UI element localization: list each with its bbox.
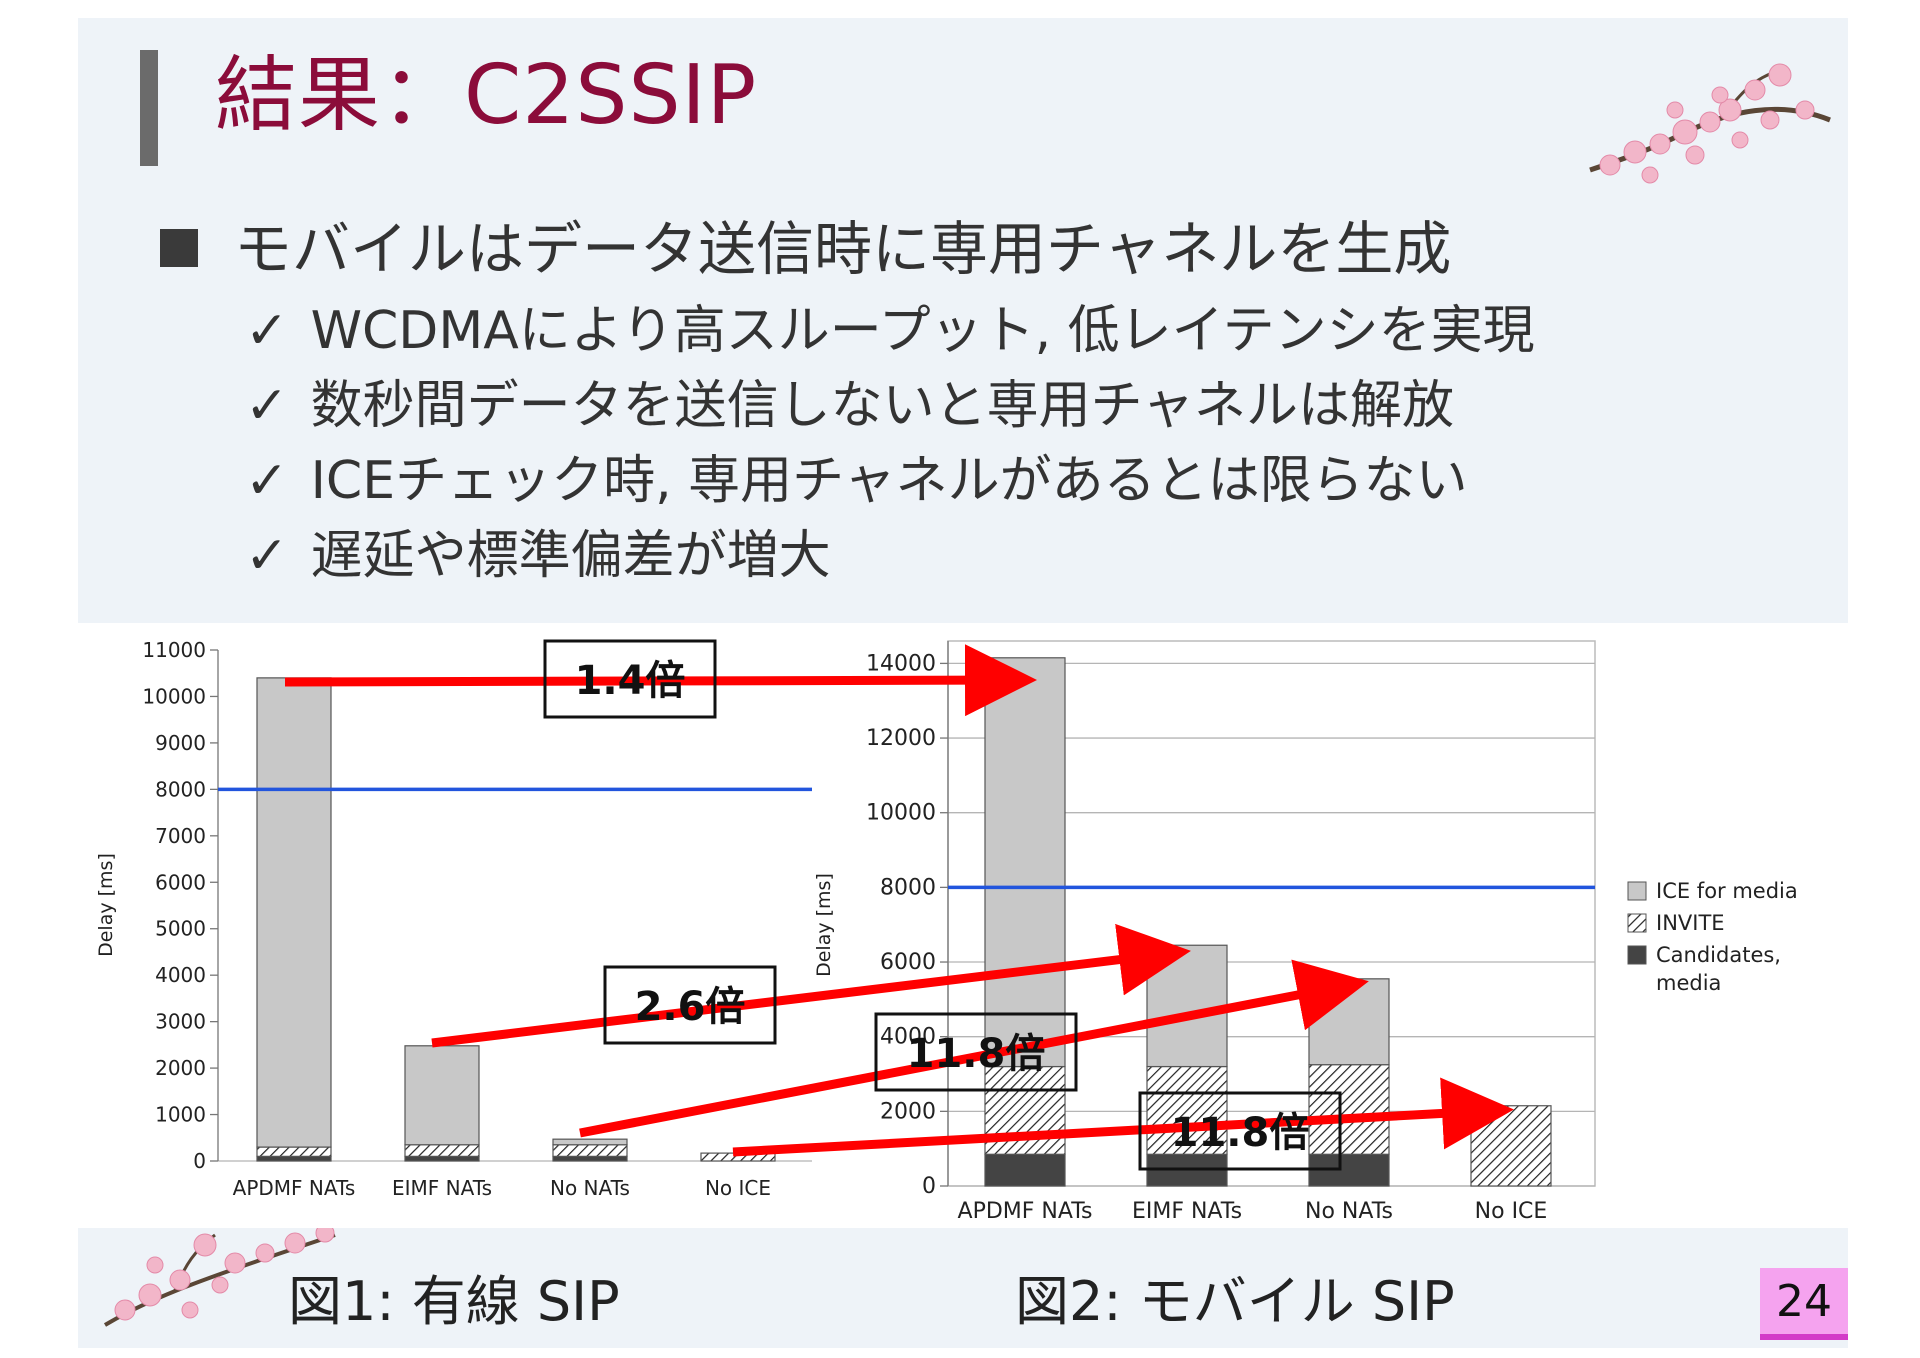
- y-tick-label: 7000: [155, 824, 206, 848]
- legend-label: media: [1656, 971, 1721, 995]
- ratio-label: 1.4倍: [575, 658, 686, 704]
- y-tick-label: 4000: [880, 1025, 936, 1050]
- y-tick-label: 6000: [155, 870, 206, 894]
- bar-segment: [404, 1155, 480, 1162]
- sub-bullet-text: ICEチェック時, 専用チャネルがあるとは限らない: [310, 451, 1468, 511]
- page-number: 24: [1760, 1268, 1848, 1340]
- y-tick-label: 3000: [155, 1010, 206, 1034]
- legend-swatch: [1627, 945, 1647, 965]
- sub-bullet-text: 数秒間データを送信しないと専用チャネルは解放: [310, 376, 1455, 436]
- bar-segment: [1146, 1065, 1228, 1155]
- x-tick-label: No ICE: [705, 1176, 771, 1200]
- y-tick-label: 4000: [155, 963, 206, 987]
- ratio-box: [603, 965, 777, 1045]
- x-tick-label: No NATs: [550, 1176, 630, 1200]
- x-tick-label: EIMF NATs: [1132, 1199, 1242, 1224]
- y-tick-label: 9000: [155, 731, 206, 755]
- check-icon: ✓: [245, 376, 289, 436]
- legend-swatch: [1627, 913, 1647, 933]
- bar-segment: [984, 657, 1066, 1068]
- bar-segment: [984, 1153, 1066, 1187]
- check-icon: ✓: [245, 301, 289, 361]
- cherry-blossom-decoration-bottom: [103, 1223, 336, 1327]
- legend-label: Candidates,: [1656, 943, 1781, 967]
- ratio-arrow: [579, 959, 1369, 1138]
- y-tick-label: 12000: [866, 726, 936, 751]
- x-tick-label: APDMF NATs: [958, 1199, 1093, 1224]
- bar-segment: [256, 1155, 332, 1162]
- y-axis-label: Delay [ms]: [813, 873, 835, 977]
- figure1-caption: 図1: 有線 SIP: [288, 1270, 620, 1333]
- y-tick-label: 11000: [142, 638, 206, 662]
- cherry-blossom-decoration-top: [1589, 63, 1831, 184]
- main-bullet-text: モバイルはデータ送信時に専用チャネルを生成: [234, 215, 1452, 283]
- y-tick-label: 6000: [880, 950, 936, 975]
- sub-bullet-text: WCDMAにより高スループット, 低レイテンシを実現: [310, 301, 1535, 361]
- bar-segment: [1470, 1105, 1552, 1187]
- bar-segment: [1308, 1064, 1390, 1155]
- y-tick-label: 5000: [155, 917, 206, 941]
- ratio-arrow: [732, 1077, 1514, 1157]
- y-tick-label: 10000: [142, 684, 206, 708]
- legend-label: ICE for media: [1656, 879, 1798, 903]
- x-tick-label: APDMF NATs: [233, 1176, 356, 1200]
- slide-title: 結果：C2SSIP: [215, 48, 758, 143]
- title-accent-bar: [140, 50, 158, 166]
- chart1-wired-sip: 0 1000 2000 3000 4000 5000 6000 7000 8000 9000 100…: [95, 638, 812, 1200]
- y-tick-label: 0: [922, 1174, 936, 1199]
- legend-label: INVITE: [1656, 911, 1725, 935]
- check-icon: ✓: [245, 526, 289, 586]
- bar-segment: [1146, 944, 1228, 1068]
- sub-bullet-text: 遅延や標準偏差が増大: [310, 526, 831, 586]
- main-bullet: モバイルはデータ送信時に専用チャネルを生成: [160, 220, 1451, 278]
- bar-segment: [404, 1144, 480, 1157]
- ratio-box: [543, 639, 717, 719]
- bar-segment: [256, 677, 332, 1148]
- ratio-arrow: [284, 644, 1037, 717]
- ratio-label: 11.8倍: [907, 1031, 1046, 1077]
- y-tick-label: 0: [193, 1149, 206, 1173]
- y-axis-label: Delay [ms]: [95, 853, 117, 957]
- bar-segment: [256, 1146, 332, 1157]
- sub-bullet: ✓ ICEチェック時, 専用チャネルがあるとは限らない: [245, 455, 1468, 507]
- ratio-annotations: 1.4倍 2.6倍 11.8倍 11.8倍: [284, 639, 1514, 1171]
- sub-bullet: ✓ WCDMAにより高スループット, 低レイテンシを実現: [245, 305, 1535, 357]
- check-icon: ✓: [245, 451, 289, 511]
- bar-segment: [552, 1138, 628, 1146]
- y-tick-label: 2000: [155, 1056, 206, 1080]
- y-tick-label: 2000: [880, 1099, 936, 1124]
- ratio-arrow: [431, 923, 1191, 1048]
- x-tick-label: No NATs: [1305, 1199, 1393, 1224]
- y-tick-label: 14000: [866, 651, 936, 676]
- bar-segment: [552, 1155, 628, 1162]
- bar-segment: [552, 1144, 628, 1157]
- square-bullet-icon: [160, 229, 198, 267]
- y-tick-label: 1000: [155, 1103, 206, 1127]
- sub-bullet: ✓ 数秒間データを送信しないと専用チャネルは解放: [245, 380, 1454, 432]
- figure2-caption: 図2: モバイル SIP: [1015, 1270, 1455, 1333]
- ratio-label: 2.6倍: [635, 984, 746, 1030]
- sub-bullet: ✓ 遅延や標準偏差が増大: [245, 530, 831, 582]
- ratio-label: 11.8倍: [1171, 1110, 1310, 1156]
- y-tick-label: 8000: [880, 875, 936, 900]
- legend-swatch: [1627, 881, 1647, 901]
- x-tick-label: EIMF NATs: [392, 1176, 492, 1200]
- y-tick-label: 10000: [866, 801, 936, 826]
- ratio-box: [1138, 1091, 1342, 1171]
- y-tick-label: 8000: [155, 777, 206, 801]
- bar-segment: [404, 1045, 480, 1146]
- ratio-box: [874, 1012, 1078, 1092]
- x-tick-label: No ICE: [1475, 1199, 1548, 1224]
